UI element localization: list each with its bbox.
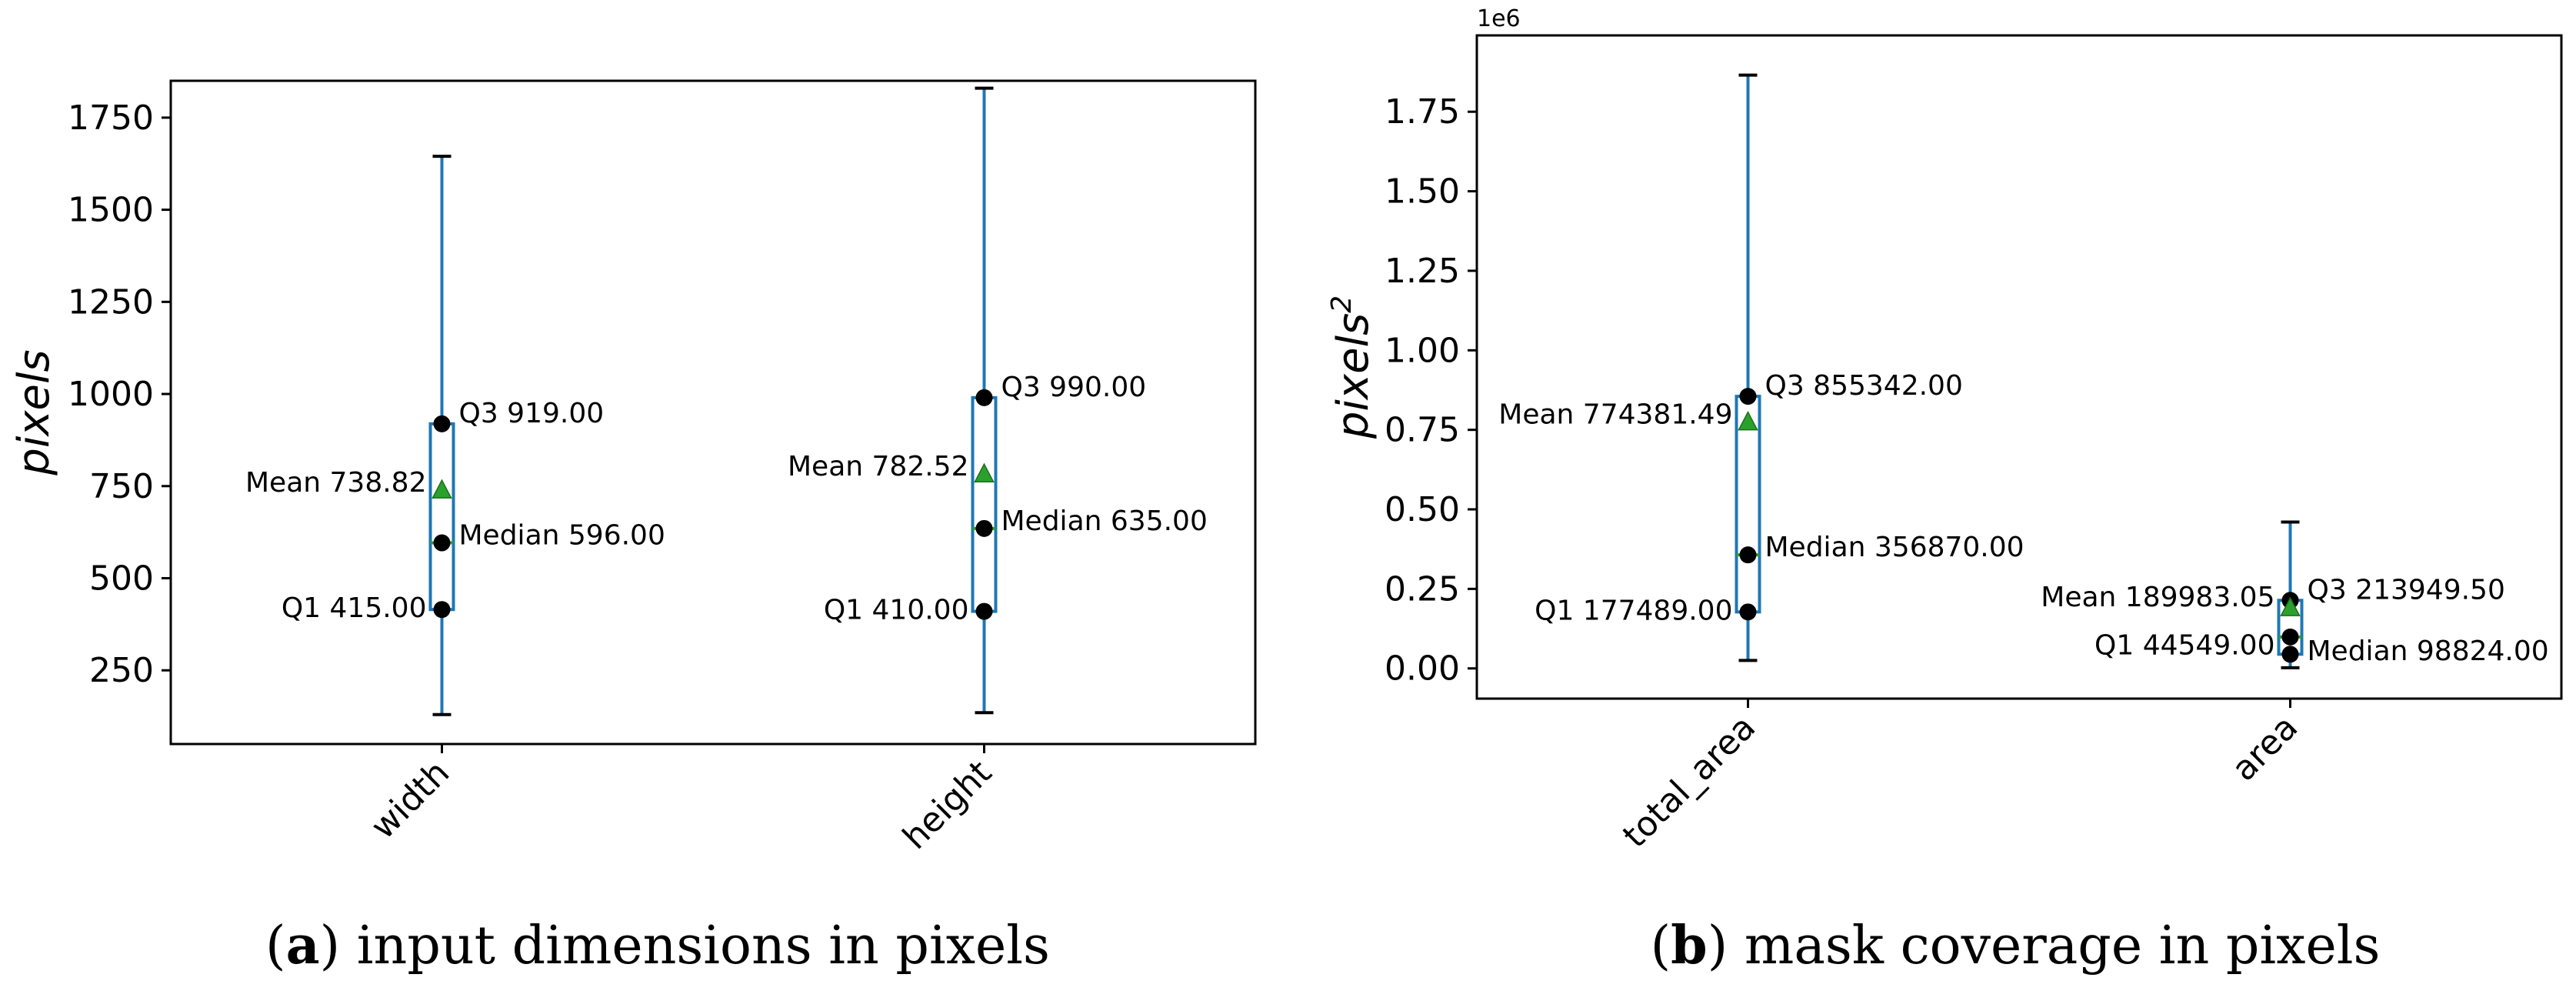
q3-label: Q3 919.00 [459,398,605,429]
panel-a-y-axis-label: pixels [9,349,59,475]
panel-b-x-axis: total_area area [1615,699,2305,856]
q3-marker [433,415,451,432]
panel-a-x-axis: width height [363,744,999,857]
mean-label: Mean 738.82 [245,467,427,499]
y-tick-label: 0.50 [1385,490,1460,529]
mean-label: Mean 774381.49 [1498,399,1732,431]
y-tick-label: 0.75 [1385,411,1460,450]
median-label: Median 98824.00 [2308,636,2549,667]
panel-b-y-axis-label-superscript: 2 [1326,295,1358,313]
panel-a-y-axis: 250 500 750 1000 1250 1500 1750 [68,98,171,690]
panel-a-caption-letter: a [286,915,320,976]
q1-label: Q1 415.00 [282,592,427,624]
y-tick-label: 0.00 [1385,649,1460,689]
panel-a-chart: 250 500 750 1000 1250 1500 1750 Q3 919.00 Media… [9,79,1257,976]
panel-b-boxes [1735,73,2304,669]
panel-a-plot-frame [169,79,1257,746]
q3-label: Q3 213949.50 [2308,574,2505,606]
x-tick-label: area [2224,708,2305,789]
q1-label: Q1 177489.00 [1535,595,1732,626]
q1-label: Q1 410.00 [824,595,969,626]
panel-a-caption: (a) input dimensions in pixels [265,915,1050,976]
median-marker [433,534,451,552]
panel-a-boxes [428,86,998,716]
q3-marker [1739,388,1757,405]
q1-marker [2281,646,2299,663]
q1-marker [433,601,451,619]
q3-label: Q3 855342.00 [1765,370,1963,402]
y-tick-label: 1.75 [1385,92,1460,132]
panel-a-caption-text: input dimensions in pixels [357,916,1050,976]
iqr-box [428,422,455,612]
median-marker [1739,546,1757,564]
mean-marker [974,462,995,482]
y-tick-label: 1.00 [1385,331,1460,370]
panel-b-y-axis: 0.00 0.25 0.50 0.75 1.00 1.25 1.50 1.75 [1385,92,1477,689]
x-tick-label: height [895,753,999,857]
y-tick-label: 0.25 [1385,569,1460,609]
x-tick-label: width [363,753,457,847]
panel-b-caption-text: mask coverage in pixels [1745,916,2381,976]
mean-marker [2280,596,2301,616]
y-tick-label: 1000 [68,375,154,414]
median-marker [975,519,993,537]
median-label: Median 596.00 [459,520,665,552]
q1-marker [975,602,993,620]
panel-b-annotations: Q3 855342.00 Median 356870.00 Mean 774381.… [1498,370,2548,667]
panel-b-caption: (b) mask coverage in pixels [1651,915,2381,976]
q3-marker [975,389,993,406]
q1-label: Q1 44549.00 [2094,629,2274,661]
y-tick-label: 750 [89,467,154,506]
q3-label: Q3 990.00 [1001,372,1147,403]
y-tick-label: 250 [89,651,154,690]
y-tick-label: 1250 [68,282,154,322]
panel-b-y-axis-label-base: pixels [1328,313,1378,439]
q1-marker [1739,603,1757,621]
y-tick-label: 1750 [68,98,154,138]
panel-b-caption-letter: b [1671,915,1708,976]
y-tick-label: 500 [89,559,154,599]
mean-label: Mean 189983.05 [2041,582,2274,613]
panel-b-offset-text: 1e6 [1477,5,1521,32]
iqr-box [971,395,998,613]
y-tick-label: 1.25 [1385,252,1460,291]
panel-b-y-axis-label: pixels2 [1326,295,1378,439]
median-marker [2281,628,2299,646]
median-label: Median 635.00 [1001,506,1208,537]
x-tick-label: total_area [1615,708,1763,856]
panel-b-chart: 0.00 0.25 0.50 0.75 1.00 1.25 1.50 1.75 Q3 8553… [1326,5,2563,976]
mean-marker [1738,410,1758,431]
mean-label: Mean 782.52 [788,451,969,482]
panel-a-annotations: Q3 919.00 Median 596.00 Mean 738.82 Q1 415.… [245,372,1208,626]
median-label: Median 356870.00 [1765,532,2024,563]
mean-marker [432,479,452,499]
y-tick-label: 1.50 [1385,172,1460,212]
y-tick-label: 1500 [68,191,154,230]
panel-b-plot-frame [1475,34,2563,700]
